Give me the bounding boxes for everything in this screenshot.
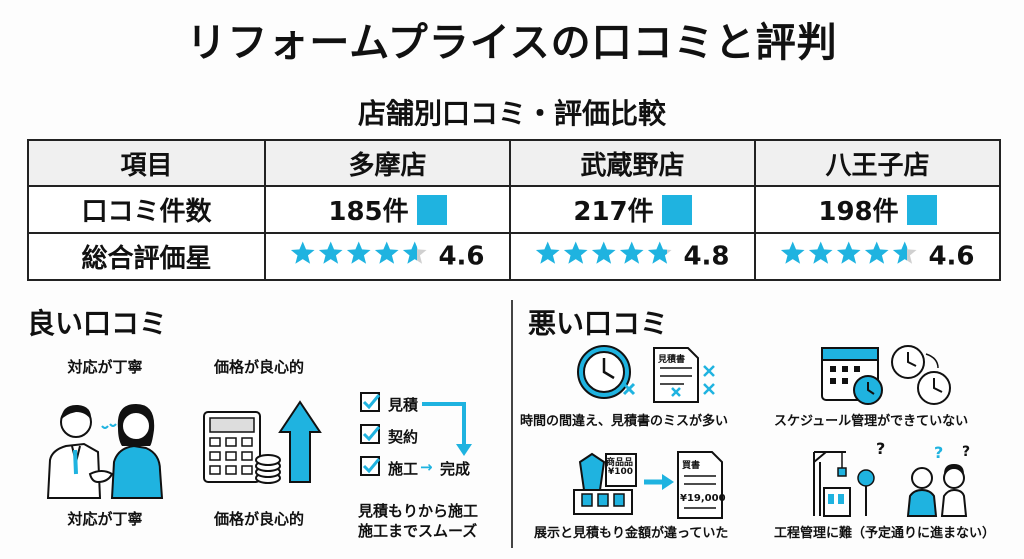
flow-arrow-icon [422,402,472,456]
star-icon [781,241,806,264]
clock-document-error-icon [577,345,715,403]
product-price: ¥100 [608,467,634,477]
star-icon [648,241,673,264]
table-row: 総合評価星 4.6 4.8 4.6 [27,232,1001,281]
star-icon [347,241,372,264]
star-icon [837,241,862,264]
cell-reviews-tama: 185件 [264,185,511,234]
star-icon [620,241,645,264]
flow-step-contract: 契約 [388,428,419,446]
star-icon [403,241,428,264]
star-icon [375,241,400,264]
svg-text:?: ? [934,443,943,462]
bad-review-price-diff: 展示と見積もり金額が違っていた [534,526,729,541]
cell-rating-musashino: 4.8 [509,232,756,281]
star-icon [564,241,589,264]
star-icon [865,241,890,264]
calculator-coins-arrow-icon [203,400,322,484]
checkbox-icon [360,456,381,476]
cell-reviews-hachioji: 198件 [754,185,1001,234]
bad-review-process: 工程管理に難（予定通りに進まない） [774,526,996,541]
price-caption-bottom: 価格が良心的 [213,510,304,528]
flow-arrow-glyph: → [420,458,433,476]
star-rating-icon [780,240,920,273]
square-marker-icon [906,194,937,225]
rating-value: 4.6 [438,241,485,272]
star-icon [893,241,918,264]
price-caption-top: 価格が良心的 [213,358,304,376]
product-estimate-compare-icon [573,451,723,519]
bad-reviews-heading: 悪い口コミ [528,307,669,340]
square-marker-icon [661,194,692,225]
cell-rating-tama: 4.6 [264,232,511,281]
checkbox-icon [360,424,381,444]
good-reviews-heading: 良い口コミ [27,307,168,340]
section-divider [511,300,513,548]
star-icon [319,241,344,264]
star-icon [291,241,316,264]
header-item: 項目 [27,139,266,187]
checkbox-icon [360,392,381,412]
header-musashino: 武蔵野店 [509,139,756,187]
table-header-row: 項目 多摩店 武蔵野店 八王子店 [27,139,1001,187]
politeness-caption-bottom: 対応が丁寧 [67,510,143,528]
star-icon [809,241,834,264]
review-count: 198件 [818,197,899,227]
star-rating-icon [290,240,430,273]
table-title: 店舗別口コミ・評価比較 [357,97,666,130]
store-comparison-table: 項目 多摩店 武蔵野店 八王子店 口コミ件数 185件 217件 198件 総合… [27,139,1001,281]
product-label: 商品品 [606,458,634,468]
row-label-reviews: 口コミ件数 [27,185,266,234]
review-count: 185件 [328,197,409,227]
handshake-people-icon [46,404,164,499]
flow-caption-line1: 見積もりから施工 [358,502,479,520]
estimate-price: ¥19,000 [680,493,726,504]
estimate-label: 買書 [682,461,701,471]
square-marker-icon [416,194,447,225]
header-hachioji: 八王子店 [754,139,1001,187]
flow-caption-line2: 施工までスムーズ [358,522,478,540]
star-icon [536,241,561,264]
construction-confused-people-icon: ? ? ? [813,439,970,517]
table-row: 口コミ件数 185件 217件 198件 [27,185,1001,234]
row-label-rating: 総合評価星 [27,232,266,281]
rating-value: 4.8 [683,241,730,272]
document-label: 見積書 [658,355,686,365]
review-count: 217件 [573,197,654,227]
cell-rating-hachioji: 4.6 [754,232,1001,281]
svg-text:?: ? [962,444,970,460]
politeness-caption-top: 対応が丁寧 [67,358,143,376]
cell-reviews-musashino: 217件 [509,185,756,234]
bad-review-schedule: スケジュール管理ができていない [774,414,969,429]
page-title: リフォームプライスの口コミと評判 [186,20,838,66]
star-rating-icon [535,240,675,273]
bad-review-mistakes: 時間の間違え、見積書のミスが多い [520,414,729,429]
flow-step-estimate: 見積 [388,396,419,414]
flow-step-construction: 施工 [388,460,419,478]
flow-step-complete: 完成 [440,460,471,478]
calendar-clocks-icon [821,345,951,405]
header-tama: 多摩店 [264,139,511,187]
star-icon [592,241,617,264]
svg-text:?: ? [876,439,885,458]
rating-value: 4.6 [928,241,975,272]
